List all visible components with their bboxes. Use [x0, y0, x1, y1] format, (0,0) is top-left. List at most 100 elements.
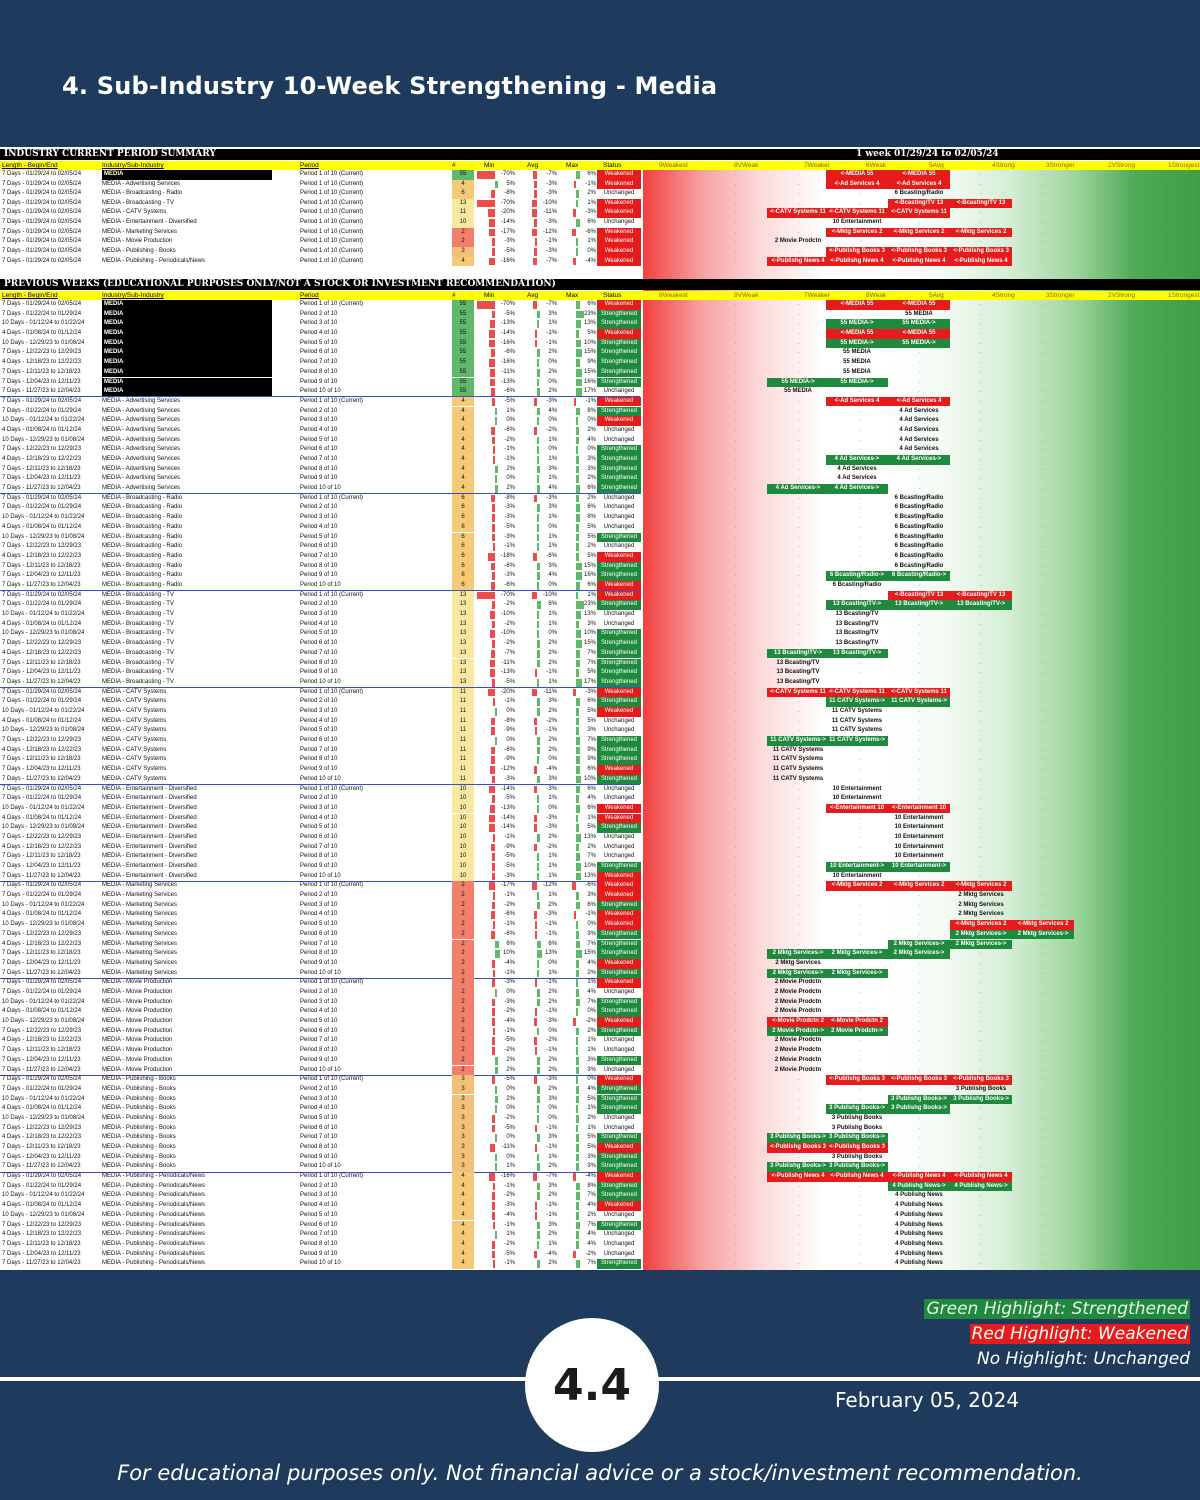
previous-dot: .: [735, 1076, 737, 1083]
previous-dot: .: [1042, 640, 1044, 647]
previous-avg-bar: [537, 378, 539, 387]
previous-dot: .: [1042, 746, 1044, 753]
previous-row: 4 Days - 12/18/23 to 12/22/23 MEDIA - Pub…: [0, 1133, 1200, 1143]
previous-max-cell: 15%: [558, 949, 596, 959]
previous-avg-cell: 3%: [519, 697, 557, 707]
previous-avg-bar: [537, 1182, 540, 1191]
previous-status: Weakened: [597, 978, 641, 988]
previous-length: 10 Days - 01/12/24 to 01/22/24: [2, 901, 85, 908]
previous-dot: .: [860, 388, 862, 395]
previous-period: Period 8 of 10: [300, 950, 338, 957]
previous-max-cell: 0%: [558, 1007, 596, 1017]
previous-avg-bar: [537, 359, 539, 367]
previous-max: 13%: [583, 611, 596, 618]
current-count: 4: [452, 179, 474, 190]
previous-dot: .: [919, 1192, 921, 1199]
previous-dot: .: [1166, 339, 1168, 346]
previous-dot: .: [1166, 640, 1168, 647]
previous-dot: .: [919, 1211, 921, 1218]
previous-avg-cell: 2%: [519, 833, 557, 843]
band-4: [825, 167, 885, 1270]
previous-count: 2: [452, 987, 474, 998]
previous-avg-bar: [537, 969, 540, 978]
previous-max-bar: [576, 1221, 580, 1230]
previous-dot: .: [1166, 417, 1168, 424]
previous-dot: .: [1042, 659, 1044, 666]
current-min-bar: [490, 190, 495, 198]
previous-status: Unchanged: [603, 795, 635, 802]
previous-period: Period 4 of 10: [300, 911, 338, 918]
previous-max-cell: 6%: [558, 785, 596, 795]
previous-dot: .: [1042, 1182, 1044, 1189]
previous-zone-label: 55 MEDIA: [843, 368, 871, 375]
previous-dot: .: [1104, 620, 1106, 627]
previous-dot: .: [1166, 1114, 1168, 1121]
previous-min: -2%: [504, 436, 515, 443]
previous-avg: -7%: [546, 301, 557, 307]
previous-max-bar: [576, 562, 582, 571]
previous-period: Period 8 of 10: [300, 1240, 338, 1247]
current-max-cell: -4%: [558, 257, 596, 267]
previous-min-cell: -9%: [477, 755, 515, 765]
previous-length: 4 Days - 12/18/23 to 12/22/23: [2, 456, 82, 463]
previous-min-cell: -3%: [477, 998, 515, 1008]
previous-length: 7 Days - 12/22/23 to 12/29/23: [2, 543, 82, 550]
previous-zone-label: 55 MEDIA: [843, 349, 871, 356]
previous-dot: .: [980, 339, 982, 346]
previous-row: 10 Days - 01/12/24 to 01/22/24 MEDIA - Pu…: [0, 1094, 1200, 1105]
previous-dot: .: [860, 523, 862, 530]
previous-max-bar: [576, 814, 579, 823]
previous-row: 10 Days - 01/12/24 to 01/22/24 MEDIA - Ma…: [0, 900, 1200, 911]
previous-avg-bar: [537, 795, 540, 803]
previous-min: -3%: [504, 775, 515, 782]
previous-dot: .: [735, 349, 737, 356]
previous-max: 7%: [587, 940, 596, 947]
previous-row: 7 Days - 12/11/23 to 12/18/23 MEDIA - Adv…: [0, 464, 1200, 475]
previous-length: 7 Days - 11/27/23 to 12/04/23: [2, 1260, 81, 1267]
previous-dot: .: [1166, 669, 1168, 676]
previous-dot: .: [672, 659, 674, 666]
previous-dot: .: [1042, 1231, 1044, 1238]
previous-zone-label: 6 Bcasting/Radio->: [888, 571, 950, 581]
previous-dot: .: [735, 727, 737, 734]
previous-row: 7 Days - 12/04/23 to 12/11/23 MEDIA - Bro…: [0, 668, 1200, 678]
previous-avg-bar: [537, 833, 540, 842]
previous-zone-label: 55 MEDIA->: [826, 377, 888, 388]
previous-avg-bar: [533, 766, 537, 774]
previous-avg-cell: -11%: [519, 688, 557, 698]
previous-max: 16%: [583, 378, 596, 385]
previous-subindustry: MEDIA - Marketing Services: [102, 901, 178, 908]
previous-length: 10 Days - 12/29/23 to 01/08/24: [2, 921, 85, 928]
current-status: Weakened: [597, 179, 641, 190]
previous-max-bar: [576, 475, 579, 484]
previous-subindustry: MEDIA - Publishing - Books: [102, 1163, 176, 1170]
previous-avg-cell: -7%: [519, 1172, 557, 1182]
previous-dot: .: [1042, 339, 1044, 346]
previous-dot: .: [1166, 698, 1168, 705]
previous-dot: .: [672, 1076, 674, 1083]
previous-min: 1%: [506, 1163, 515, 1170]
previous-period: Period 7 of 10: [300, 940, 338, 947]
previous-dot: .: [1042, 669, 1044, 676]
previous-length: 10 Days - 01/12/24 to 01/22/24: [2, 320, 85, 327]
previous-min-bar: [477, 301, 495, 309]
current-period: Period 1 of 10 (Current): [300, 238, 364, 245]
previous-subindustry: MEDIA - Advertising Services: [102, 417, 181, 424]
previous-avg-cell: 2%: [519, 639, 557, 649]
previous-dot: .: [1104, 339, 1106, 346]
previous-period: Period 9 of 10: [300, 1250, 338, 1257]
previous-dot: .: [798, 1221, 800, 1228]
previous-dot: .: [1042, 1163, 1044, 1170]
previous-min: 0%: [506, 707, 515, 714]
previous-max-bar: [576, 552, 580, 561]
previous-dot: .: [1042, 426, 1044, 433]
previous-dot: .: [672, 543, 674, 550]
previous-avg: -6%: [546, 552, 557, 559]
previous-avg-cell: 1%: [519, 542, 557, 552]
previous-min: -13%: [500, 669, 515, 676]
previous-dot: .: [1104, 388, 1106, 395]
previous-min: -5%: [504, 523, 515, 530]
previous-avg-cell: -1%: [519, 1007, 557, 1017]
previous-avg-cell: -3%: [519, 785, 557, 795]
current-dot: .: [735, 209, 737, 216]
